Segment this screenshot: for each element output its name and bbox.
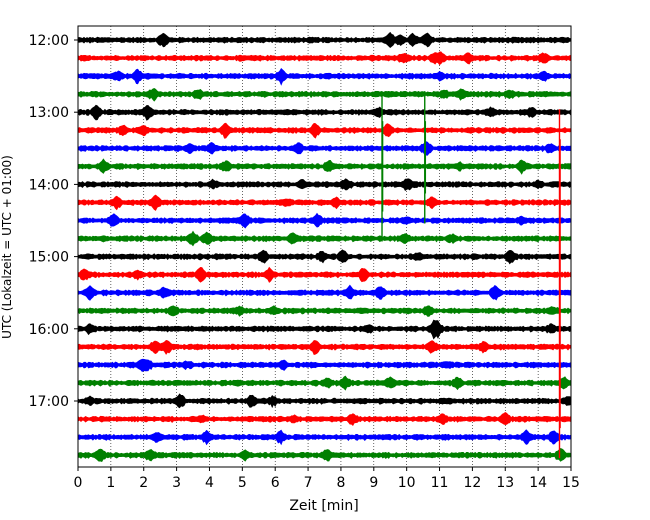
x-tick-label-14: 14 [529, 475, 547, 491]
y-tick-label-1200: 12:00 [29, 33, 69, 49]
plot-frame [77, 25, 572, 468]
x-tick-label-1: 1 [106, 475, 115, 491]
x-tick-label-0: 0 [74, 475, 83, 491]
event-group [381, 91, 561, 459]
x-tick-label-15: 15 [562, 475, 580, 491]
x-tick-label-3: 3 [172, 475, 181, 491]
x-tick-label-7: 7 [304, 475, 313, 491]
x-tick-label-9: 9 [369, 475, 378, 491]
y-tick-label-1700: 17:00 [29, 394, 69, 410]
y-axis-ticks: 12:00 13:00 14:00 15:00 16:00 17:00 [29, 33, 78, 410]
x-tick-label-10: 10 [398, 475, 416, 491]
x-tick-label-2: 2 [139, 475, 148, 491]
x-tick-label-5: 5 [238, 475, 247, 491]
x-axis-ticks: 0 1 2 3 4 5 6 7 8 9 10 11 12 13 14 15 [74, 467, 580, 491]
x-tick-label-4: 4 [205, 475, 214, 491]
y-tick-label-1400: 14:00 [29, 177, 69, 193]
x-axis-label: Zeit [min] [289, 498, 358, 514]
x-tick-label-13: 13 [496, 475, 514, 491]
x-tick-label-8: 8 [336, 475, 345, 491]
y-axis-label: UTC (Lokalzeit = UTC + 01:00) [0, 155, 14, 339]
x-tick-label-12: 12 [463, 475, 481, 491]
y-tick-label-1500: 15:00 [29, 250, 69, 266]
y-tick-label-1300: 13:00 [29, 105, 69, 121]
x-tick-label-11: 11 [431, 475, 449, 491]
x-tick-label-6: 6 [271, 475, 280, 491]
y-tick-label-1600: 16:00 [29, 322, 69, 338]
